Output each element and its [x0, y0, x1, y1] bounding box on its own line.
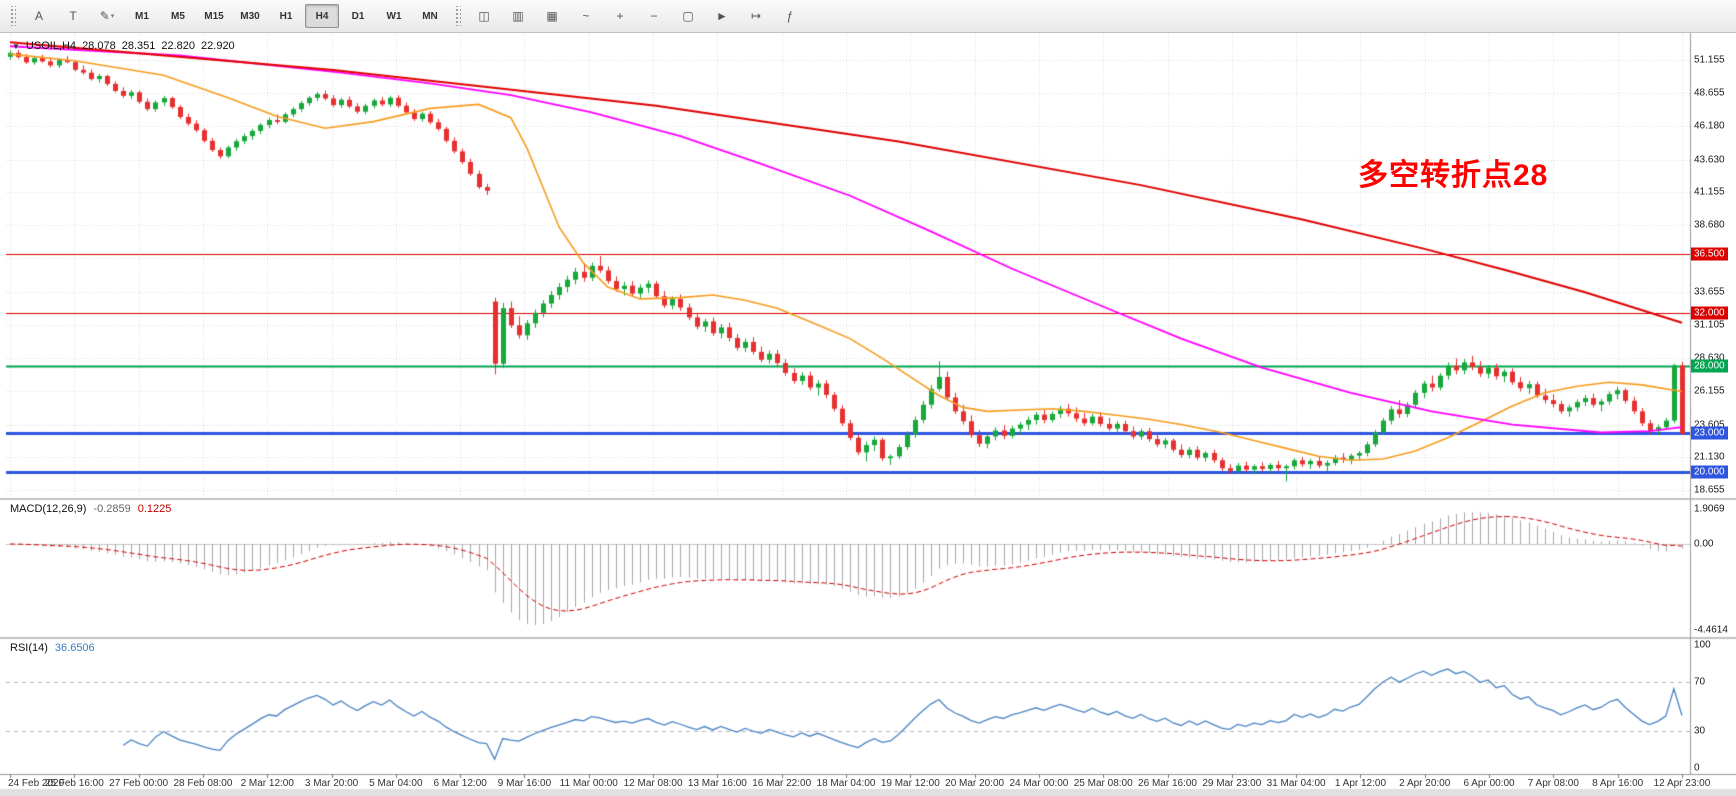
draw-tools[interactable]: ✎ ▾ [99, 9, 115, 23]
timeframe-m1[interactable]: M1 [135, 10, 149, 22]
tile-windows-icon[interactable]: ▢ [682, 9, 694, 23]
line-chart-icon[interactable]: ~ [582, 9, 590, 23]
timeframe-m30[interactable]: M30 [240, 10, 260, 22]
new-order-icon[interactable]: ◫ [478, 9, 490, 23]
panel-splitter-macd[interactable] [0, 497, 1736, 501]
zoom-in-icon[interactable]: + [616, 9, 624, 23]
timeframe-d1[interactable]: D1 [351, 10, 365, 22]
toolbar-drag-handle[interactable] [454, 6, 461, 26]
toolbar: A T ✎ ▾ M1 M5 M15 M30 H1 H4 D1 W1 MN ◫ ▥ ▦ ~ + − ▢ ► ↦ ƒ [0, 0, 1736, 33]
candlestick-chart-icon[interactable]: ▦ [546, 9, 558, 23]
timeframe-h1[interactable]: H1 [279, 10, 293, 22]
cursor-tool[interactable]: A [34, 9, 43, 23]
panel-splitter-rsi[interactable] [0, 636, 1736, 640]
timeframe-w1[interactable]: W1 [386, 10, 402, 22]
timeframe-mn[interactable]: MN [422, 10, 438, 22]
toolbar-drag-handle[interactable] [9, 6, 16, 26]
zoom-out-icon[interactable]: − [650, 9, 658, 23]
timeframe-m5[interactable]: M5 [171, 10, 185, 22]
timeframe-h4[interactable]: H4 [305, 4, 339, 28]
bar-chart-icon[interactable]: ▥ [512, 9, 524, 23]
chart-shift-icon[interactable]: ↦ [750, 9, 762, 23]
indicators-icon[interactable]: ƒ [786, 9, 794, 23]
chevron-down-icon: ▾ [110, 13, 115, 20]
text-tool[interactable]: T [69, 9, 77, 23]
timeframe-m15[interactable]: M15 [204, 10, 224, 22]
auto-scroll-icon[interactable]: ► [716, 9, 728, 23]
